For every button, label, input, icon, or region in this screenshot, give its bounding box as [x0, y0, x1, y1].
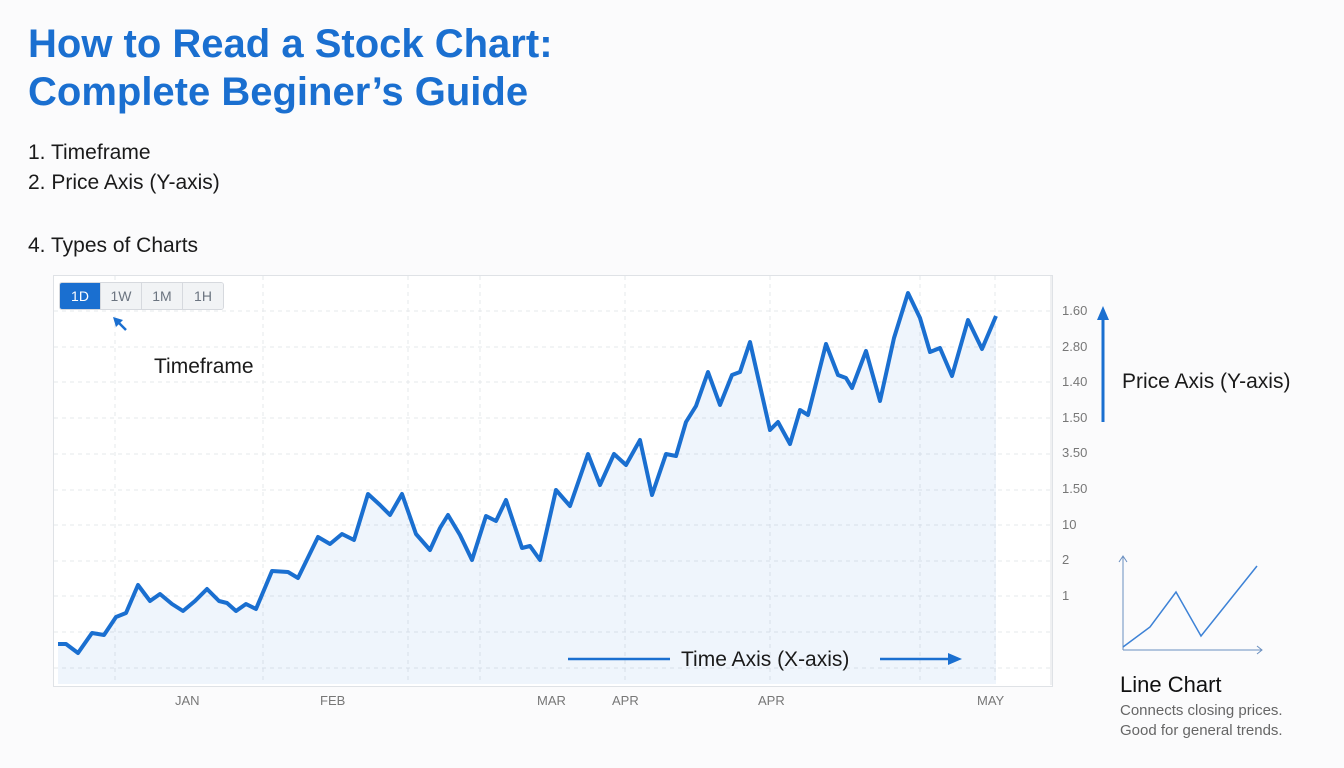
x-tick-label: APR [758, 693, 785, 708]
timeframe-1d-button[interactable]: 1D [60, 283, 100, 309]
timeframe-selector: 1D 1W 1M 1H [59, 282, 224, 310]
price-line [58, 291, 998, 655]
y-tick-label: 2.80 [1062, 338, 1088, 354]
y-tick-label: 1.60 [1062, 303, 1088, 318]
y-tick-label: 3.50 [1062, 445, 1088, 461]
x-tick-label: FEB [320, 693, 346, 708]
list-item-types: 4. Types of Charts [28, 234, 199, 257]
timeframe-1w-button[interactable]: 1W [100, 283, 141, 309]
line-chart-title: Line Chart [1120, 672, 1222, 697]
price-axis-annotation: Price Axis (Y-axis) [1122, 370, 1291, 393]
y-tick-label: 1.40 [1062, 374, 1088, 390]
area-fill [58, 293, 996, 684]
timeframe-1m-button[interactable]: 1M [141, 283, 182, 309]
y-tick-label: 10 [1062, 516, 1077, 532]
timeframe-annotation: Timeframe [154, 355, 254, 378]
y-tick-label: 1 [1062, 587, 1070, 603]
x-tick-label: APR [612, 693, 639, 708]
y-tick-label: 1.50 [1062, 409, 1088, 425]
x-tick-label: MAR [537, 693, 566, 708]
y-tick-label: 2 [1062, 552, 1070, 568]
chart-area [53, 275, 1053, 687]
timeframe-1h-button[interactable]: 1H [182, 283, 223, 309]
page-title: How to Read a Stock Chart: Complete Begin… [28, 22, 553, 114]
time-axis-annotation: Time Axis (X-axis) [681, 648, 850, 671]
list-item-price-axis: 2. Price Axis (Y-axis) [28, 171, 220, 194]
y-tick-label: 1.50 [1062, 481, 1088, 496]
list-item-timeframe: 1. Timeframe [28, 141, 151, 164]
x-tick-label: JAN [175, 693, 200, 708]
x-tick-label: MAY [977, 693, 1005, 708]
line-chart-desc-1: Connects closing prices. [1120, 702, 1283, 719]
line-chart-icon [1118, 555, 1263, 655]
line-chart-desc-2: Good for general trends. [1120, 722, 1283, 739]
